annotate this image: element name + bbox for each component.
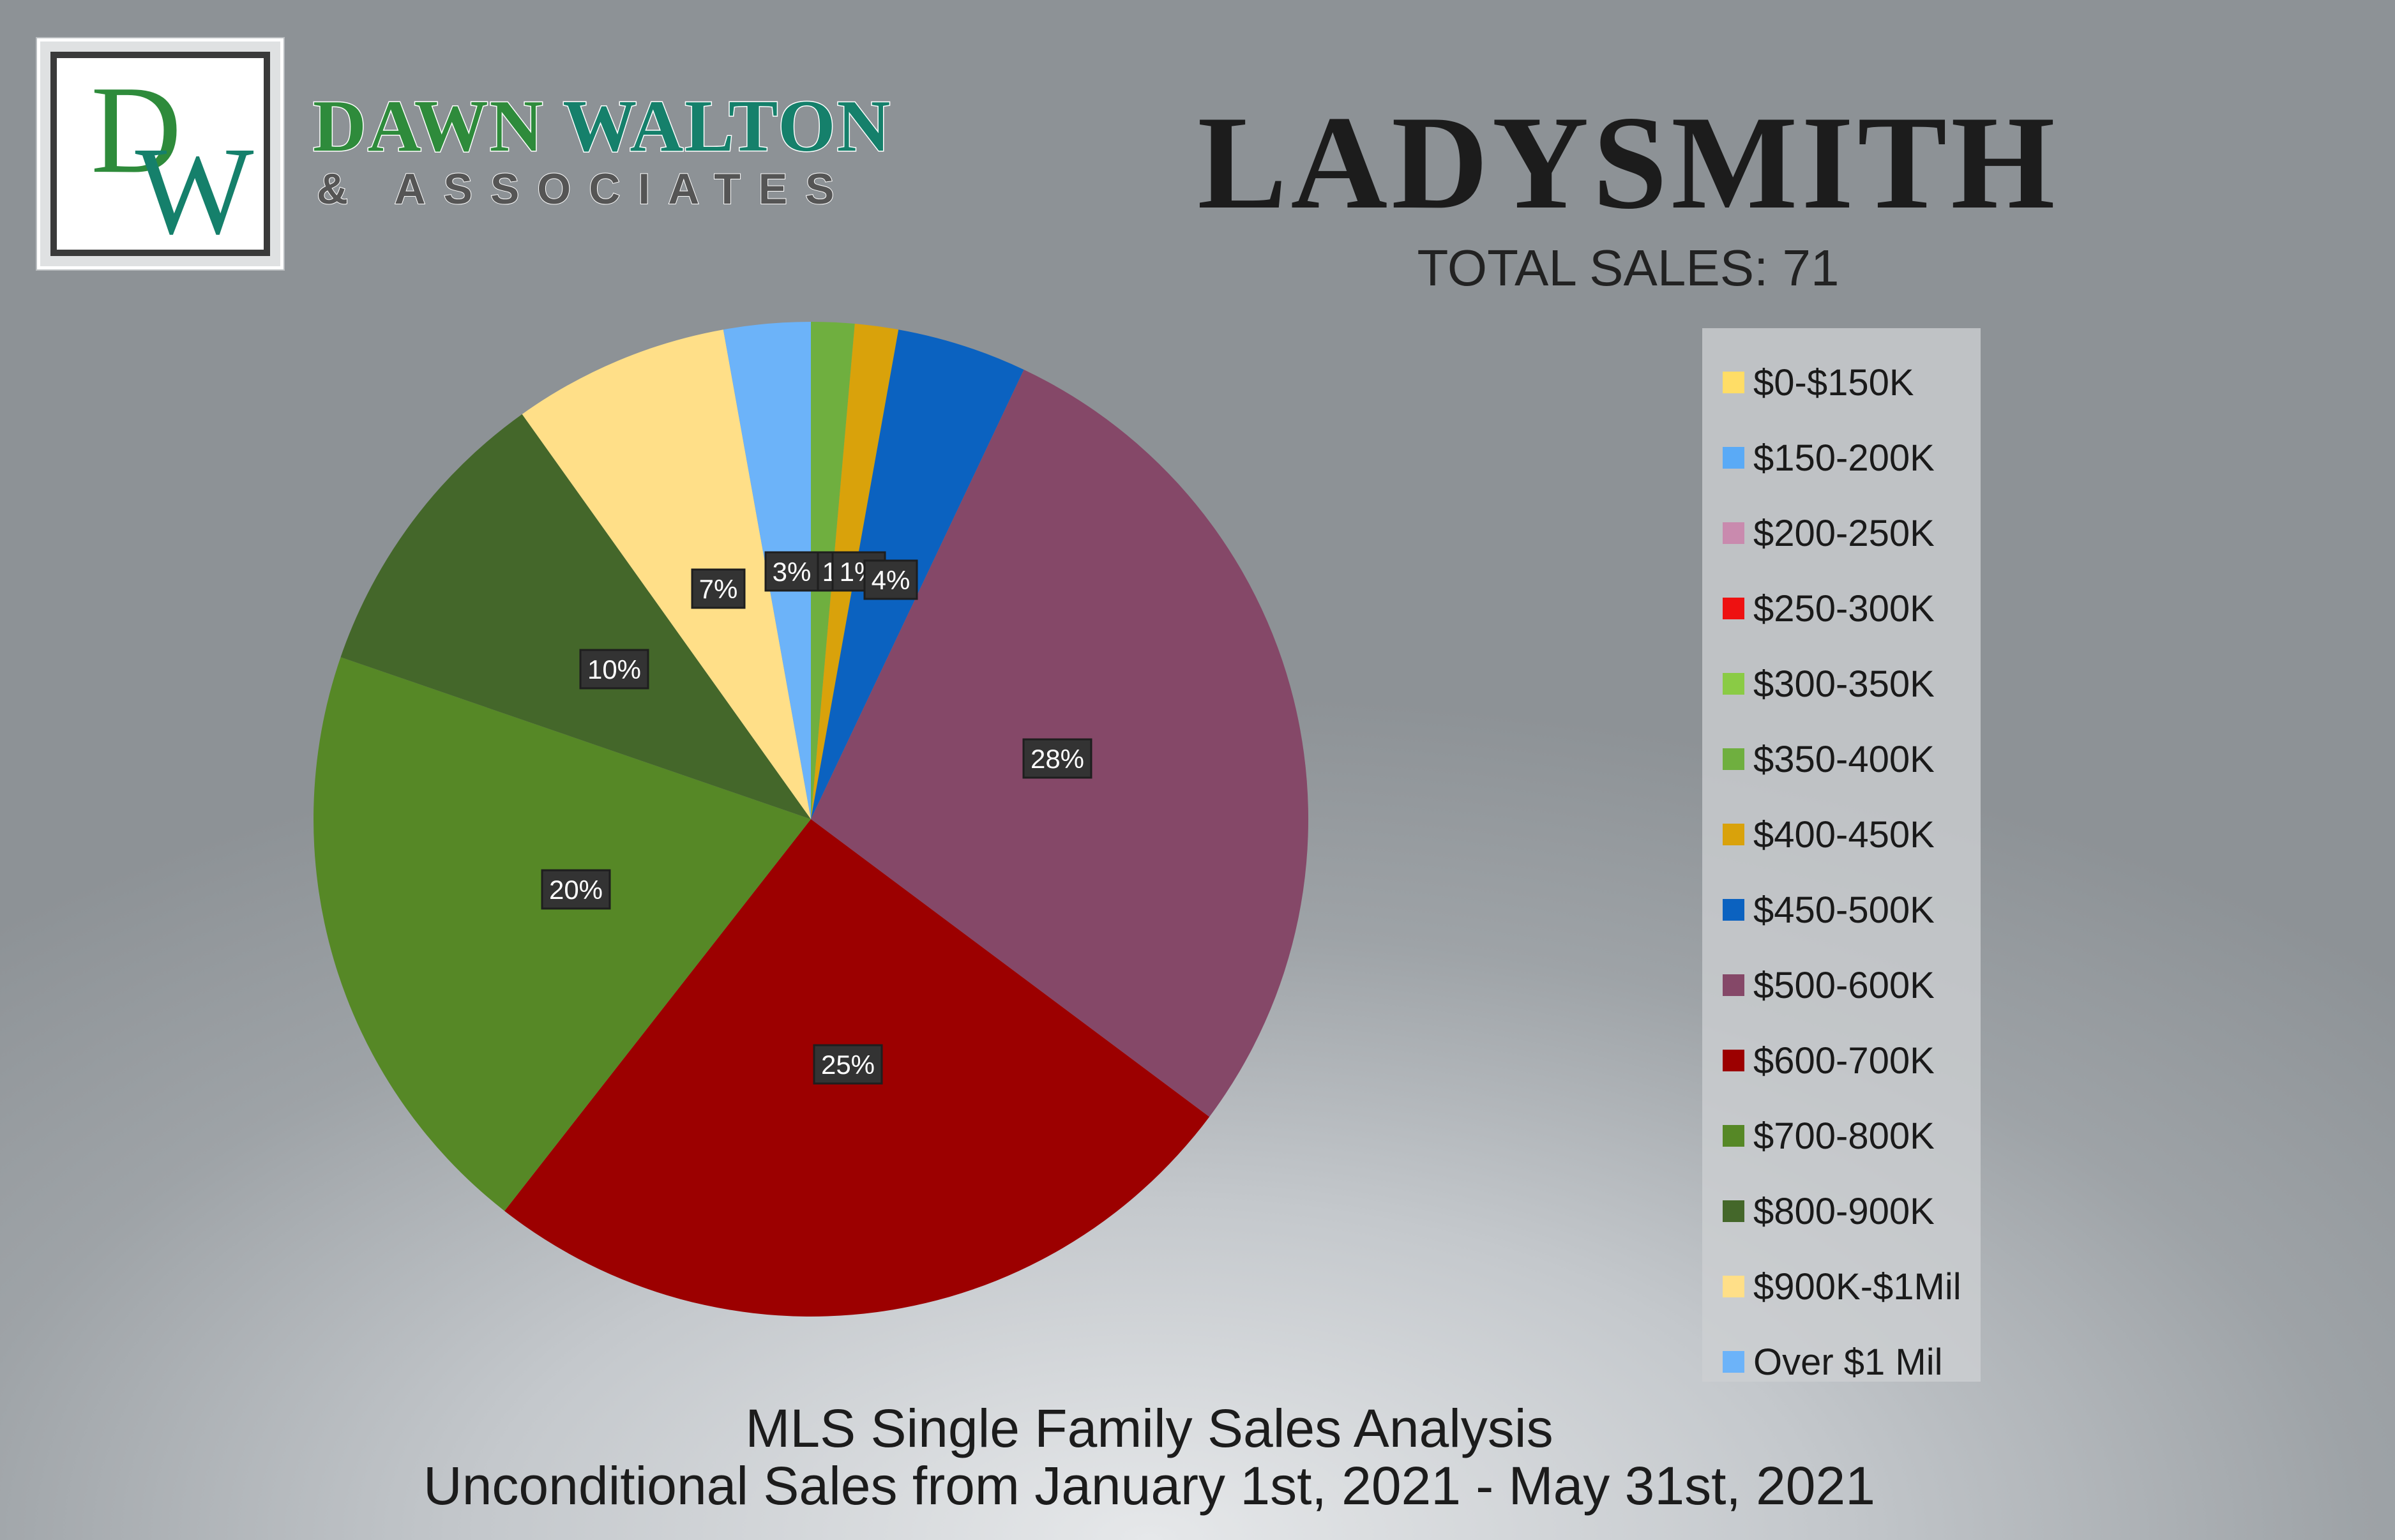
legend-item: $250-300K [1702, 571, 1981, 646]
legend-label: $800-900K [1753, 1190, 1935, 1232]
footer-line-1: MLS Single Family Sales Analysis [745, 1398, 1553, 1458]
pie-data-label: 28% [1022, 738, 1092, 779]
svg-text:7%: 7% [699, 574, 738, 604]
legend-swatch [1723, 748, 1744, 770]
legend-label: $200-250K [1753, 512, 1935, 554]
legend-swatch [1723, 824, 1744, 845]
pie-slice-800-900k [340, 414, 811, 819]
legend-swatch [1723, 598, 1744, 619]
pie-slices [314, 321, 1309, 1317]
legend-item: $200-250K [1702, 495, 1981, 571]
svg-text:28%: 28% [1031, 744, 1084, 774]
brand-tagline: & ASSOCIATES [316, 165, 852, 213]
legend-item: $800-900K [1702, 1174, 1981, 1249]
legend-label: $0-$150K [1753, 361, 1914, 404]
legend-label: $400-450K [1753, 813, 1935, 856]
legend-swatch [1723, 899, 1744, 921]
legend-swatch [1723, 1276, 1744, 1297]
legend-item: $0-$150K [1702, 345, 1981, 420]
dw-monogram-icon: D W [91, 60, 254, 250]
legend-swatch [1723, 1125, 1744, 1147]
svg-text:4%: 4% [872, 565, 910, 595]
legend-swatch [1723, 1200, 1744, 1222]
brand-name-first: DAWN [312, 86, 545, 167]
legend-swatch [1723, 1351, 1744, 1373]
legend-item: $500-600K [1702, 947, 1981, 1023]
pie-data-label: 7% [691, 568, 746, 609]
logo-badge: D W [37, 38, 283, 269]
pie-data-label: 3% [764, 551, 819, 592]
legend-item: $700-800K [1702, 1098, 1981, 1174]
legend-label: $300-350K [1753, 663, 1935, 705]
legend-label: $450-500K [1753, 889, 1935, 931]
pie-slice-700-800k [314, 657, 811, 1211]
legend-item: $400-450K [1702, 797, 1981, 872]
legend-swatch [1723, 522, 1744, 544]
pie-data-label: 25% [813, 1044, 883, 1085]
legend-label: $150-200K [1753, 437, 1935, 479]
svg-text:D: D [91, 60, 181, 199]
legend-label: $700-800K [1753, 1115, 1935, 1157]
legend-item: $350-400K [1702, 721, 1981, 797]
legend-item: $900K-$1Mil [1702, 1249, 1981, 1324]
legend-item: $300-350K [1702, 646, 1981, 721]
pie-data-labels: 1%1%4%28%25%20%10%7%3% [541, 551, 1092, 1085]
legend-item: $450-500K [1702, 872, 1981, 947]
chart-title: LADYSMITH [1197, 89, 2059, 237]
legend-label: $350-400K [1753, 738, 1935, 780]
pie-data-label: 20% [541, 869, 611, 910]
pie-data-label: 4% [863, 559, 918, 600]
total-sales: TOTAL SALES: 71 [1417, 239, 1840, 296]
svg-text:20%: 20% [549, 875, 603, 905]
legend-swatch [1723, 372, 1744, 393]
legend-swatch [1723, 974, 1744, 996]
footer-line-2: Unconditional Sales from January 1st, 20… [423, 1456, 1875, 1516]
svg-text:25%: 25% [821, 1050, 875, 1080]
pie-data-label: 10% [579, 649, 649, 690]
legend-item: $600-700K [1702, 1023, 1981, 1098]
legend-swatch [1723, 447, 1744, 469]
legend-label: $900K-$1Mil [1753, 1265, 1961, 1308]
brand-name-last: WALTON [562, 86, 892, 167]
svg-text:10%: 10% [587, 654, 641, 684]
svg-text:W: W [135, 121, 254, 250]
brand-name: DAWN WALTON [312, 89, 891, 165]
legend-swatch [1723, 1050, 1744, 1071]
svg-text:3%: 3% [773, 557, 812, 587]
logo-monogram-frame: D W [50, 52, 270, 256]
legend-label: $250-300K [1753, 587, 1935, 630]
legend-item: $150-200K [1702, 420, 1981, 495]
legend-label: Over $1 Mil [1753, 1341, 1943, 1383]
legend-label: $600-700K [1753, 1039, 1935, 1082]
legend-swatch [1723, 673, 1744, 695]
chart-legend: $0-$150K $150-200K $200-250K $250-300K $300-… [1702, 328, 1981, 1383]
legend-label: $500-600K [1753, 964, 1935, 1006]
legend-item: Over $1 Mil [1702, 1324, 1981, 1400]
pie-slice-900k-1mil [522, 329, 811, 819]
